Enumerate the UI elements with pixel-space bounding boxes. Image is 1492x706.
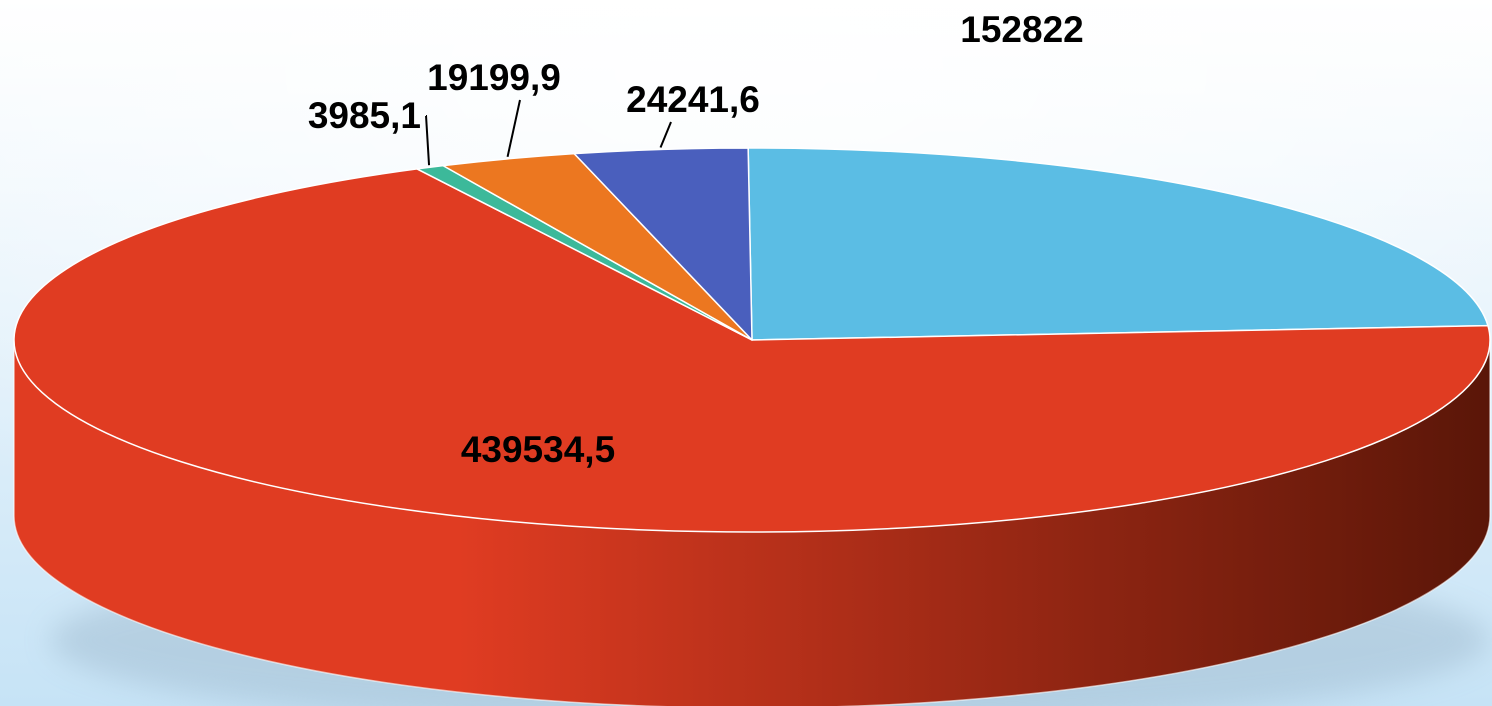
pie-leader-line <box>425 115 431 166</box>
pie-slice <box>573 147 753 341</box>
pie-leader-line <box>659 121 672 148</box>
pie-side-layer <box>13 340 1491 706</box>
pie-top-layer <box>13 147 1491 533</box>
pie-slice <box>13 168 1491 533</box>
pie-data-label: 439534,5 <box>461 429 615 470</box>
pie-data-label: 19199,9 <box>427 57 561 98</box>
pie-side-outline <box>13 340 1491 706</box>
pie-data-label: 24241,6 <box>626 79 760 120</box>
pie-leader-line <box>506 99 521 158</box>
pie-leader-lines <box>425 99 672 166</box>
pie-slice <box>747 147 1489 341</box>
pie-side-wall <box>14 340 1490 706</box>
pie-data-label: 152822 <box>960 9 1083 50</box>
pie-data-label: 3985,1 <box>308 95 421 136</box>
